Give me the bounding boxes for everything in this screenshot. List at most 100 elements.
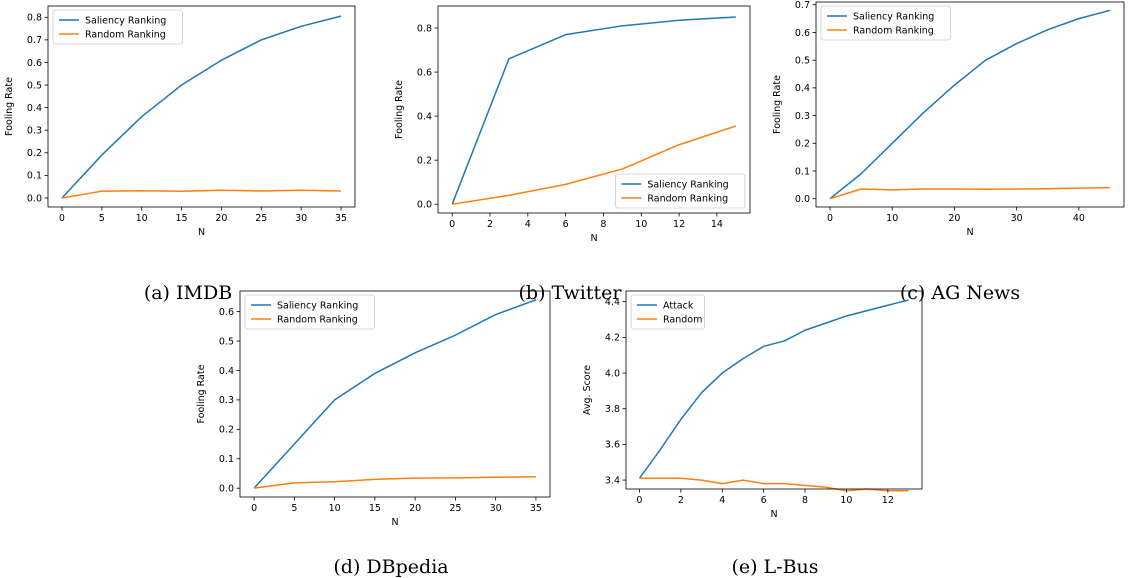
legend-label-1: Attack: [663, 300, 694, 311]
caption-imdb: (a) IMDB: [143, 282, 233, 304]
plot-frame: [815, 1, 1125, 208]
x-tick-label: 0: [449, 219, 455, 230]
series-line-1: [638, 299, 909, 479]
y-tick-label: 0.0: [27, 193, 42, 204]
x-tick-label: 5: [99, 213, 105, 224]
y-tick-label: 0.1: [219, 454, 234, 465]
x-tick-label: 10: [886, 213, 898, 224]
legend-label-2: Random Ranking: [277, 314, 358, 325]
y-axis-label: Fooling Rate: [772, 75, 783, 134]
legend-label-2: Random Ranking: [85, 29, 166, 40]
y-tick-label: 0.4: [219, 366, 234, 377]
y-tick-label: 0.3: [795, 111, 810, 122]
legend-label-2: Random: [663, 314, 702, 325]
y-tick-label: 0.6: [417, 67, 432, 78]
x-tick-label: 12: [673, 219, 685, 230]
y-tick-label: 0.0: [219, 483, 234, 494]
x-tick-label: 6: [563, 219, 569, 230]
x-tick-label: 20: [215, 213, 227, 224]
x-tick-label: 25: [449, 503, 461, 514]
x-tick-label: 30: [490, 503, 502, 514]
series-line-2: [253, 475, 536, 489]
legend-label-2: Random Ranking: [853, 25, 934, 36]
y-tick-label: 0.7: [795, 0, 810, 11]
plot-frame: [437, 5, 751, 214]
caption-ag-news: (c) AG News: [899, 282, 1021, 304]
caption-twitter: (b) Twitter: [518, 282, 622, 304]
chart-svg: 0 5 10 15 20 25 30 35 0.0 0.1 0.2 0.3 0.4 0.5 0.6 0.7 0.…: [4, 5, 356, 238]
x-tick-label: 20: [409, 503, 421, 514]
x-tick-label: 8: [802, 495, 808, 506]
y-tick-label: 4.4: [605, 297, 620, 308]
series-line-1: [253, 299, 537, 489]
series-line-1: [829, 9, 1111, 200]
chart-svg: 0 2 4 6 8 10 12 14 0.0 0.2 0.4 0.6 0.8 N Fooling Rate S…: [394, 5, 751, 244]
series-line-2: [61, 189, 342, 199]
legend-label-2: Random Ranking: [647, 193, 728, 204]
legend-box: [244, 294, 376, 330]
chart-dbpedia: 0 5 10 15 20 25 30 35 0.0 0.1 0.2 0.3 0.4 0.5 0.6 N Fool…: [192, 285, 560, 531]
x-tick-label: 30: [295, 213, 307, 224]
caption-dbpedia: (d) DBpedia: [333, 556, 449, 578]
y-tick-label: 0.8: [27, 13, 42, 24]
y-tick-label: 0.4: [795, 83, 810, 94]
x-tick-label: 0: [59, 213, 65, 224]
x-tick-label: 4: [525, 219, 531, 230]
y-tick-label: 0.3: [27, 126, 42, 137]
plot-frame: [625, 290, 923, 490]
y-tick-label: 0.5: [219, 336, 234, 347]
x-tick-label: 35: [530, 503, 542, 514]
y-tick-label: 0.2: [795, 139, 810, 150]
chart-svg: 0 10 20 30 40 0.0 0.1 0.2 0.3 0.4 0.5 0.6 0.7 N Foolin…: [772, 0, 1125, 238]
x-tick-label: 12: [882, 495, 894, 506]
y-tick-label: 4.0: [605, 368, 620, 379]
series-line-1: [451, 16, 736, 205]
y-axis-label: Fooling Rate: [196, 364, 207, 423]
legend-label-1: Saliency Ranking: [647, 179, 728, 190]
y-tick-label: 0.4: [417, 111, 432, 122]
x-tick-label: 10: [329, 503, 341, 514]
x-tick-label: 35: [335, 213, 347, 224]
plot-frame: [47, 5, 356, 208]
y-tick-label: 0.2: [417, 155, 432, 166]
x-tick-label: 6: [761, 495, 767, 506]
y-tick-label: 0.5: [795, 55, 810, 66]
x-tick-label: 2: [678, 495, 684, 506]
x-tick-label: 2: [487, 219, 493, 230]
x-tick-label: 0: [636, 495, 642, 506]
y-tick-label: 4.2: [605, 333, 620, 344]
y-tick-label: 0.2: [27, 148, 42, 159]
x-tick-label: 10: [840, 495, 852, 506]
x-axis-label: N: [590, 233, 597, 244]
y-tick-label: 3.4: [605, 475, 620, 486]
series-line-2: [829, 186, 1111, 200]
legend-label-1: Saliency Ranking: [277, 300, 358, 311]
x-tick-label: 30: [1011, 213, 1023, 224]
y-tick-label: 0.7: [27, 35, 42, 46]
y-tick-label: 0.3: [219, 395, 234, 406]
y-tick-label: 0.6: [795, 28, 810, 39]
legend-box: [630, 294, 705, 330]
x-tick-label: 10: [136, 213, 148, 224]
y-tick-label: 0.1: [795, 166, 810, 177]
legend-box: [614, 173, 746, 209]
chart-svg: 0 5 10 15 20 25 30 35 0.0 0.1 0.2 0.3 0.4 0.5 0.6 N Fool…: [196, 290, 551, 528]
y-axis-label: Fooling Rate: [394, 80, 405, 139]
legend-box: [52, 9, 184, 45]
x-tick-label: 5: [291, 503, 297, 514]
y-tick-label: 0.6: [27, 58, 42, 69]
legend-label-1: Saliency Ranking: [85, 15, 166, 26]
chart-ag-news: 0 10 20 30 40 0.0 0.1 0.2 0.3 0.4 0.5 0.6 0.7 N Foolin…: [768, 0, 1134, 241]
y-tick-label: 3.6: [605, 440, 620, 451]
y-tick-label: 0.4: [27, 103, 42, 114]
y-tick-label: 3.8: [605, 404, 620, 415]
x-axis-label: N: [770, 509, 777, 520]
x-tick-label: 15: [369, 503, 381, 514]
x-tick-label: 25: [255, 213, 267, 224]
x-tick-label: 14: [711, 219, 723, 230]
legend-label-1: Saliency Ranking: [853, 11, 934, 22]
y-axis-label: Avg. Score: [582, 365, 593, 415]
y-tick-label: 0.2: [219, 425, 234, 436]
x-tick-label: 4: [719, 495, 725, 506]
y-tick-label: 0.6: [219, 307, 234, 318]
